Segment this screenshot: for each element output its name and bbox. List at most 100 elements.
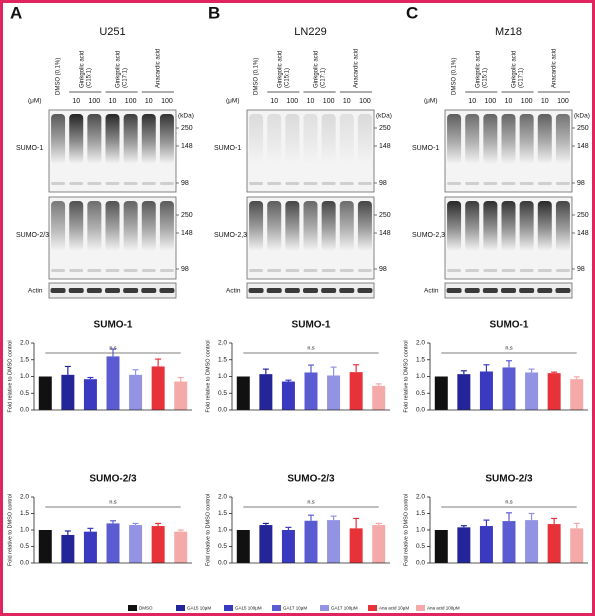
blot-label: SUMO-1 xyxy=(16,145,43,152)
blot-smear xyxy=(303,201,318,251)
dose-label: 100 xyxy=(359,98,371,105)
treatment-label: Ginkgolic acid xyxy=(512,51,518,88)
blot-smear xyxy=(87,114,102,164)
legend-swatch xyxy=(416,605,425,611)
chart-title: SUMO-2/3 xyxy=(287,474,335,485)
marker-label: 98 xyxy=(181,266,189,273)
blot-smear xyxy=(519,201,534,251)
bar xyxy=(281,530,295,563)
marker-label: 148 xyxy=(181,230,193,237)
panel-letter: A xyxy=(10,3,22,22)
y-tick-label: 0.0 xyxy=(20,407,29,414)
marker-label: 250 xyxy=(181,125,193,132)
bar xyxy=(327,520,341,563)
bar xyxy=(457,527,471,563)
blot-band xyxy=(105,269,120,272)
blot-smear xyxy=(321,201,336,251)
blot-smear xyxy=(285,114,300,164)
treatment-label: DMSO (0.1%) xyxy=(254,58,260,95)
treatment-label: Ginkgolic acid xyxy=(116,51,122,88)
actin-band xyxy=(357,288,373,293)
actin-band xyxy=(159,288,175,293)
significance-label: n.s xyxy=(307,345,315,351)
bar xyxy=(106,523,120,563)
actin-band xyxy=(123,288,139,293)
blot-smear xyxy=(159,114,174,164)
dose-label: 10 xyxy=(541,98,549,105)
y-axis-label: Fold relative to DMSO control xyxy=(403,494,409,566)
y-tick-label: 2.0 xyxy=(218,494,227,501)
actin-band xyxy=(519,288,535,293)
blot-smear xyxy=(555,114,570,164)
significance-label: n.s xyxy=(505,345,513,351)
blot-smear xyxy=(501,201,516,251)
actin-band xyxy=(501,288,516,293)
blot-band xyxy=(87,269,102,272)
y-tick-label: 0.5 xyxy=(218,543,227,550)
dose-label: 10 xyxy=(505,98,513,105)
actin-band xyxy=(248,288,264,293)
y-tick-label: 1.5 xyxy=(218,356,227,363)
marker-label: 98 xyxy=(379,266,387,273)
blot-smear xyxy=(141,201,156,251)
blot-band xyxy=(483,269,498,272)
bar xyxy=(151,526,165,563)
legend-swatch xyxy=(320,605,329,611)
blot-smear xyxy=(303,114,318,164)
bar xyxy=(304,520,318,563)
bar xyxy=(372,525,386,563)
y-axis-label: Fold relative to DMSO control xyxy=(7,494,13,566)
y-tick-label: 2.0 xyxy=(416,494,425,501)
blot-smear xyxy=(357,201,372,251)
cell-line-title: U251 xyxy=(99,26,125,38)
actin-band xyxy=(284,288,300,293)
blot-band xyxy=(141,182,156,185)
y-tick-label: 1.0 xyxy=(218,527,227,534)
treatment-label: (C15:1) xyxy=(86,68,92,88)
blot-band xyxy=(159,269,174,272)
blot-smear xyxy=(483,114,498,164)
blot-smear xyxy=(447,114,462,164)
y-tick-label: 2.0 xyxy=(20,340,29,347)
blot-band xyxy=(267,182,282,185)
blot-label: SUMO-1 xyxy=(214,145,241,152)
blot-smear xyxy=(285,201,300,251)
blot-smear xyxy=(105,114,120,164)
bar xyxy=(129,525,143,563)
treatment-label: Ginkgolic acid xyxy=(277,51,283,88)
legend-swatch xyxy=(224,605,233,611)
panel-letter: B xyxy=(208,3,220,22)
blot-band xyxy=(105,182,120,185)
blot-smear xyxy=(339,114,354,164)
blot-band xyxy=(303,269,318,272)
chart-title: SUMO-1 xyxy=(94,320,133,331)
bar xyxy=(349,372,363,410)
bar xyxy=(434,376,448,410)
blot-band xyxy=(501,182,516,185)
y-tick-label: 0.5 xyxy=(20,543,29,550)
significance-label: n.s xyxy=(505,499,513,505)
panel-letter: C xyxy=(406,3,418,22)
blot-band xyxy=(69,269,84,272)
y-tick-label: 1.5 xyxy=(218,510,227,517)
y-tick-label: 0.0 xyxy=(218,560,227,567)
blot-smear xyxy=(501,114,516,164)
actin-band xyxy=(464,288,480,293)
bar xyxy=(151,366,165,410)
legend-label: DMSO xyxy=(139,606,153,611)
marker-label: 250 xyxy=(577,212,589,219)
bar xyxy=(174,381,188,410)
cell-line-title: LN229 xyxy=(294,26,326,38)
dose-label: 100 xyxy=(323,98,335,105)
chart-title: SUMO-2/3 xyxy=(485,474,533,485)
bar xyxy=(479,526,493,563)
dose-label: 10 xyxy=(343,98,351,105)
marker-label: 250 xyxy=(181,212,193,219)
treatment-label: DMSO (0.1%) xyxy=(452,58,458,95)
significance-label: n.s xyxy=(109,345,117,351)
marker-label: 98 xyxy=(379,180,387,187)
dose-label: 100 xyxy=(89,98,101,105)
bar xyxy=(525,520,539,563)
y-tick-label: 0.0 xyxy=(218,407,227,414)
